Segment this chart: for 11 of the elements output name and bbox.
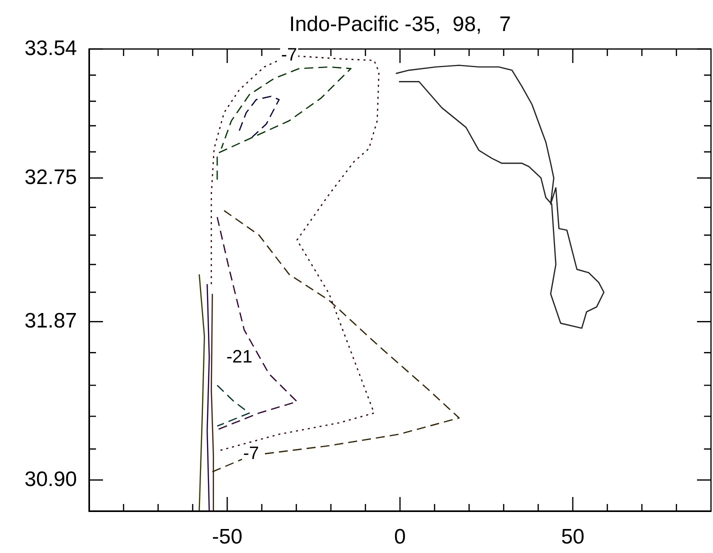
y-tick-label: 33.54 <box>24 36 78 60</box>
y-tick-label: 30.90 <box>24 468 77 491</box>
chart-title: Indo-Pacific -35, 98, 7 <box>289 12 511 36</box>
annotation: -7 <box>281 44 298 64</box>
annotation: -21 <box>226 346 252 367</box>
x-tick-label: 0 <box>394 525 406 548</box>
x-tick-label: -50 <box>212 525 242 548</box>
x-tick-label: 50 <box>561 525 584 548</box>
y-tick-label: 32.75 <box>24 166 77 189</box>
y-tick-label: 31.87 <box>24 309 77 332</box>
annotation: -7 <box>243 442 260 463</box>
